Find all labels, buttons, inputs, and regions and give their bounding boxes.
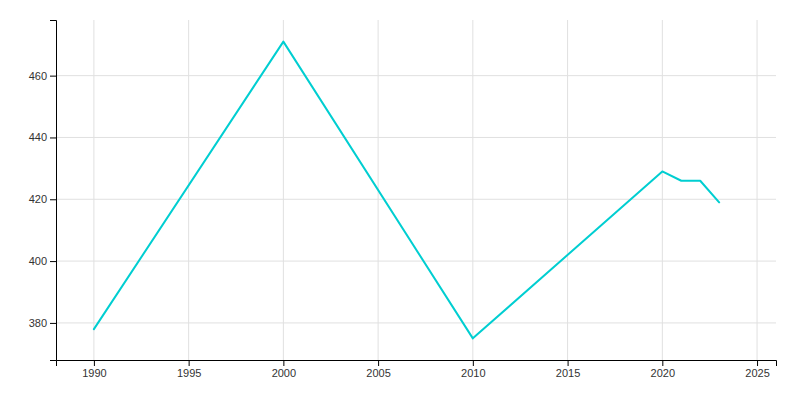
grid-line-y: [56, 261, 776, 262]
tick-mark: [662, 360, 663, 366]
tick-label: 2010: [461, 367, 485, 379]
tick-mark: [94, 360, 95, 366]
tick: 460: [29, 70, 56, 82]
tick: 2005: [366, 360, 390, 379]
tick-label: 440: [29, 131, 47, 143]
grid-line-x: [93, 20, 94, 360]
tick-label: 1990: [82, 367, 106, 379]
tick: 2000: [272, 360, 296, 379]
tick: 2010: [461, 360, 485, 379]
tick-label: 2000: [272, 367, 296, 379]
grid: [56, 20, 776, 360]
tick: 1990: [82, 360, 106, 379]
grid-line-y: [56, 75, 776, 76]
tick: 440: [29, 131, 56, 143]
tick-label: 2015: [556, 367, 580, 379]
tick-mark: [50, 199, 56, 200]
grid-line-y: [56, 137, 776, 138]
tick-label: 2020: [651, 367, 675, 379]
tick-label: 380: [29, 317, 47, 329]
grid-line-x: [283, 20, 284, 360]
tick-mark: [378, 360, 379, 366]
tick-label: 1995: [177, 367, 201, 379]
chart-svg: 1990 1995 2000 2005 2010 2015 2020 2025 380 400 42…: [0, 0, 800, 400]
grid-line-y: [56, 199, 776, 200]
axis-line: [50, 21, 57, 361]
tick-label: 420: [29, 193, 47, 205]
chart-container: 1990 1995 2000 2005 2010 2015 2020 2025 380 400 42…: [0, 0, 800, 400]
line: [94, 42, 719, 339]
tick-mark: [757, 360, 758, 366]
tick-label: 2005: [366, 367, 390, 379]
tick: 2015: [556, 360, 580, 379]
grid-line-x: [757, 20, 758, 360]
tick-mark: [568, 360, 569, 366]
tick: 420: [29, 193, 56, 205]
tick-mark: [50, 261, 56, 262]
tick-label: 2025: [745, 367, 769, 379]
tick: 380: [29, 317, 56, 329]
x-axis: 1990 1995 2000 2005 2010 2015 2020 2025: [57, 360, 777, 379]
grid-line-x: [662, 20, 663, 360]
tick-mark: [50, 76, 56, 77]
tick-mark: [283, 360, 284, 366]
grid-line-x: [567, 20, 568, 360]
marks: [94, 42, 719, 339]
tick: 2025: [745, 360, 769, 379]
tick: 1995: [177, 360, 201, 379]
tick: 2020: [651, 360, 675, 379]
tick-mark: [50, 323, 56, 324]
tick-label: 400: [29, 255, 47, 267]
y-axis: 380 400 420 440 460: [29, 21, 57, 361]
tick: 400: [29, 255, 56, 267]
tick-mark: [189, 360, 190, 366]
axis-line: [57, 361, 777, 367]
grid-line-x: [188, 20, 189, 360]
grid-line-y: [56, 322, 776, 323]
tick-label: 460: [29, 70, 47, 82]
plot-area: 1990 1995 2000 2005 2010 2015 2020 2025 380 400 42…: [29, 20, 777, 379]
grid-line-x: [472, 20, 473, 360]
tick-mark: [50, 137, 56, 138]
tick-mark: [473, 360, 474, 366]
